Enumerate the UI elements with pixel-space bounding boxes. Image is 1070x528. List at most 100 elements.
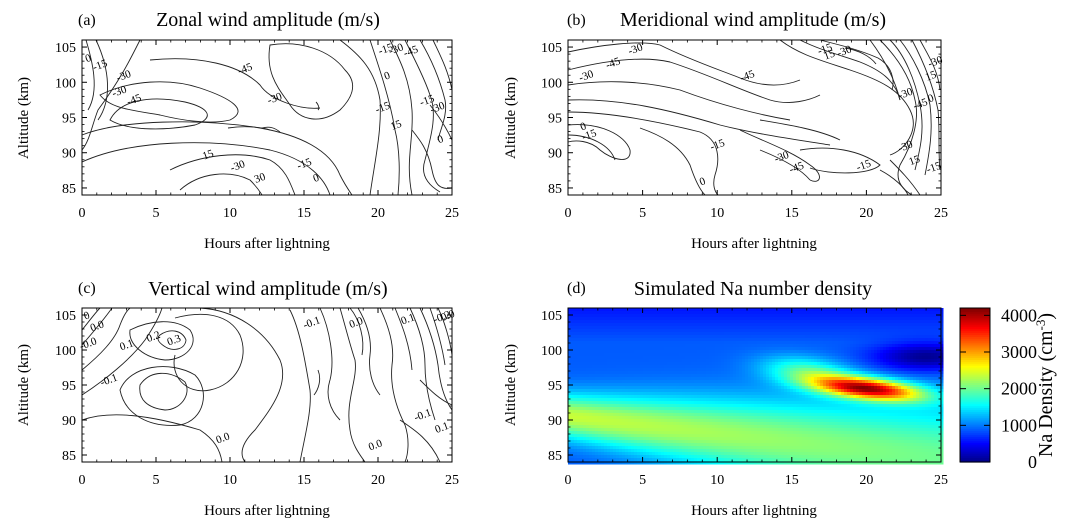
panel-label: (b)	[567, 12, 586, 29]
y-axis-label: Altitude (km)	[503, 77, 519, 159]
contour-label: 15	[907, 153, 922, 168]
x-tick-label: 25	[934, 206, 948, 221]
contour-lines	[568, 40, 940, 195]
x-tick-label: 25	[934, 473, 948, 488]
contour-label: 15	[924, 68, 939, 83]
panel-label: (a)	[78, 12, 96, 29]
x-tick-label: 20	[859, 473, 873, 488]
panel-label: (d)	[567, 280, 586, 297]
panel-zonal-wind: (a) Zonal wind amplitude (m/s)	[16, 9, 459, 252]
x-axis-label: Hours after lightning	[691, 236, 817, 252]
y-axis-label: Altitude (km)	[503, 344, 519, 426]
colorbar-tick-label: 1000	[1001, 415, 1037, 435]
x-tick-label: 15	[785, 473, 799, 488]
x-tick-label: 10	[710, 206, 724, 221]
chart-title: Zonal wind amplitude (m/s)	[156, 9, 380, 31]
x-tick-label: 5	[639, 206, 646, 221]
y-tick-label: 105	[55, 309, 76, 324]
y-tick-label: 105	[55, 41, 76, 56]
contour-label: -30	[229, 158, 247, 174]
contour-label: 0.3	[166, 332, 183, 348]
contour-label: 15	[389, 118, 404, 133]
contour-label: 30	[253, 171, 268, 186]
contour-label: 0.1	[118, 337, 135, 353]
y-tick-label: 95	[548, 112, 562, 127]
contour-label: -30	[115, 68, 133, 84]
chart-title: Simulated Na number density	[634, 278, 872, 300]
x-tick-label: 10	[223, 206, 237, 221]
contour-labels: 0-15-30-30-45-45-30-1515-15-30-450-15-30…	[84, 41, 447, 186]
contour-label: 0	[383, 69, 393, 82]
panel-label: (c)	[78, 280, 96, 297]
y-tick-label: 100	[541, 76, 562, 91]
contour-label: -45	[236, 61, 254, 77]
y-axis-label: Altitude (km)	[16, 344, 32, 426]
contour-label: 0.1	[399, 311, 416, 327]
x-tick-label: 0	[79, 206, 86, 221]
contour-label: 0	[436, 133, 446, 146]
contour-lines	[82, 40, 452, 195]
contour-label: -45	[604, 55, 622, 71]
contour-label: -0.0	[78, 335, 99, 352]
x-tick-label: 10	[223, 473, 237, 488]
contour-label: -45	[402, 43, 420, 59]
x-axis-label: Hours after lightning	[691, 503, 817, 519]
y-tick-label: 100	[55, 344, 76, 359]
x-tick-label: 0	[79, 473, 86, 488]
y-tick-label: 85	[548, 182, 562, 197]
chart-title: Vertical wind amplitude (m/s)	[148, 278, 387, 300]
x-axis-label: Hours after lightning	[204, 236, 330, 252]
panel-meridional-wind: (b) Meridional wind amplitude (m/s)	[503, 9, 948, 252]
y-tick-label: 85	[62, 182, 76, 197]
x-tick-label: 20	[371, 206, 385, 221]
contour-label: -15	[855, 157, 873, 173]
y-axis-label: Altitude (km)	[16, 77, 32, 159]
x-tick-label: 0	[565, 473, 572, 488]
x-tick-label: 15	[785, 206, 799, 221]
contour-label: -0.1	[302, 314, 322, 331]
x-tick-label: 10	[710, 473, 724, 488]
x-tick-label: 20	[371, 473, 385, 488]
contour-label: -0.1	[413, 407, 433, 424]
y-tick-label: 105	[541, 41, 562, 56]
colorbar	[960, 308, 990, 463]
x-tick-label: 15	[297, 473, 311, 488]
contour-label: 0	[698, 175, 708, 188]
contour-label: -30	[897, 138, 915, 154]
contour-label: 0.0	[214, 430, 231, 446]
x-tick-label: 0	[565, 206, 572, 221]
x-tick-label: 5	[153, 473, 160, 488]
y-tick-label: 90	[548, 147, 562, 162]
y-tick-label: 95	[62, 112, 76, 127]
panel-vertical-wind: (c) Vertical wind amplitude (m/s)	[16, 278, 459, 519]
contour-label: -15	[91, 57, 109, 73]
contour-label: -15	[295, 156, 313, 172]
y-tick-label: 95	[62, 379, 76, 394]
x-tick-label: 25	[445, 206, 459, 221]
y-tick-label: 85	[62, 449, 76, 464]
x-tick-label: 25	[445, 473, 459, 488]
x-tick-label: 20	[859, 206, 873, 221]
y-tick-label: 95	[548, 379, 562, 394]
x-tick-label: 15	[297, 206, 311, 221]
contour-label: 0	[82, 309, 92, 322]
x-axis-label: Hours after lightning	[204, 503, 330, 519]
colorbar-tick-label: 3000	[1001, 342, 1037, 362]
contour-lines	[82, 308, 452, 462]
y-tick-label: 90	[548, 414, 562, 429]
contour-label: 0	[312, 172, 322, 185]
colorbar-label: Na Density (cm-3)	[1033, 313, 1058, 457]
y-tick-label: 90	[62, 414, 76, 429]
y-tick-label: 100	[541, 344, 562, 359]
contour-label: -30	[835, 43, 853, 59]
contour-label: 0.0	[89, 318, 106, 334]
x-tick-label: 5	[153, 206, 160, 221]
contour-label: 15	[201, 147, 216, 162]
heatmap-image	[568, 308, 944, 465]
colorbar-tick-label: 2000	[1001, 379, 1037, 399]
contour-label: 0.0	[367, 437, 384, 453]
y-tick-label: 100	[55, 76, 76, 91]
